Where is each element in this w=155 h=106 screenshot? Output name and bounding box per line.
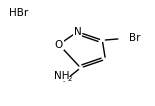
Text: O: O bbox=[55, 40, 63, 50]
Text: 2: 2 bbox=[67, 76, 72, 82]
Text: N: N bbox=[74, 27, 81, 37]
Text: NH: NH bbox=[54, 71, 70, 81]
Text: Br: Br bbox=[129, 33, 140, 43]
Text: HBr: HBr bbox=[9, 8, 29, 18]
